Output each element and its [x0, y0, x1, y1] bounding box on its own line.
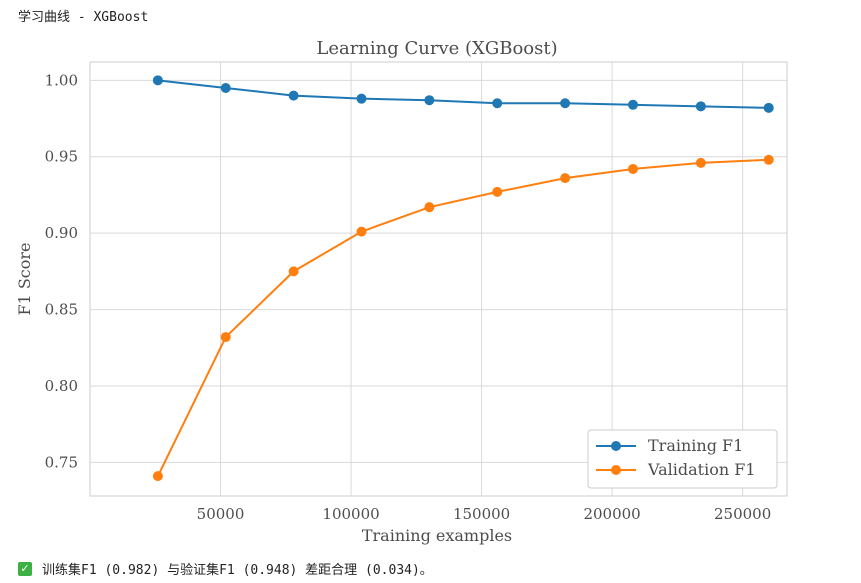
y-axis-label: F1 Score [15, 242, 34, 315]
series [152, 75, 774, 482]
training-f1-point [220, 82, 231, 93]
validation-f1-point [424, 202, 435, 213]
training-f1-point [288, 90, 299, 101]
validation-f1-point [560, 173, 571, 184]
training-f1-point [627, 99, 638, 110]
y-tick-label: 1.00 [45, 71, 78, 89]
check-icon: ✓ [18, 561, 32, 576]
y-tick-label: 0.95 [45, 148, 78, 166]
legend-training-label: Training F1 [648, 436, 743, 455]
y-tick-label: 0.85 [45, 301, 78, 319]
validation-f1-point [492, 186, 503, 197]
status-text: 训练集F1 (0.982) 与验证集F1 (0.948) 差距合理 (0.034… [42, 563, 433, 578]
validation-f1-point [288, 266, 299, 277]
plot-area [89, 61, 788, 497]
legend-validation-marker [611, 465, 621, 475]
training-f1-point [152, 75, 163, 86]
validation-f1-point [220, 332, 231, 343]
x-tick-label: 100000 [322, 505, 379, 523]
tick-labels: 50000 100000 150000 200000 250000 0.75 0.80 0.8… [45, 71, 772, 523]
chart-title: Learning Curve (XGBoost) [316, 38, 557, 59]
x-axis-label: Training examples [362, 526, 512, 545]
y-tick-label: 0.80 [45, 377, 78, 395]
validation-f1-point [627, 163, 638, 174]
validation-f1-point [695, 157, 706, 168]
chart-svg: Learning Curve (XGBoost) 50000 100000 1500… [15, 38, 788, 545]
x-tick-label: 200000 [583, 505, 640, 523]
page-title: 学习曲线 - XGBoost [18, 10, 149, 25]
legend: Training F1 Validation F1 [587, 429, 778, 489]
training-f1-point [424, 95, 435, 106]
training-f1-point [560, 98, 571, 109]
status-message: ✓ 训练集F1 (0.982) 与验证集F1 (0.948) 差距合理 (0.0… [18, 559, 433, 578]
legend-validation-label: Validation F1 [647, 460, 756, 479]
training-f1-line [157, 79, 769, 109]
training-f1-point [763, 102, 774, 113]
legend-training-marker [611, 441, 621, 451]
y-tick-label: 0.90 [45, 224, 78, 242]
validation-f1-line [156, 158, 769, 477]
training-f1-point [492, 98, 503, 109]
validation-f1-point [763, 154, 774, 165]
x-tick-label: 250000 [714, 505, 771, 523]
validation-f1-point [356, 226, 367, 237]
x-tick-label: 150000 [453, 505, 510, 523]
validation-f1-point [152, 471, 163, 482]
training-f1-point [695, 101, 706, 112]
y-tick-label: 0.75 [45, 453, 78, 471]
x-tick-label: 50000 [197, 505, 245, 523]
training-f1-point [356, 93, 367, 104]
learning-curve-chart: Learning Curve (XGBoost) 50000 100000 1500… [0, 28, 861, 553]
legend-box [587, 429, 778, 489]
